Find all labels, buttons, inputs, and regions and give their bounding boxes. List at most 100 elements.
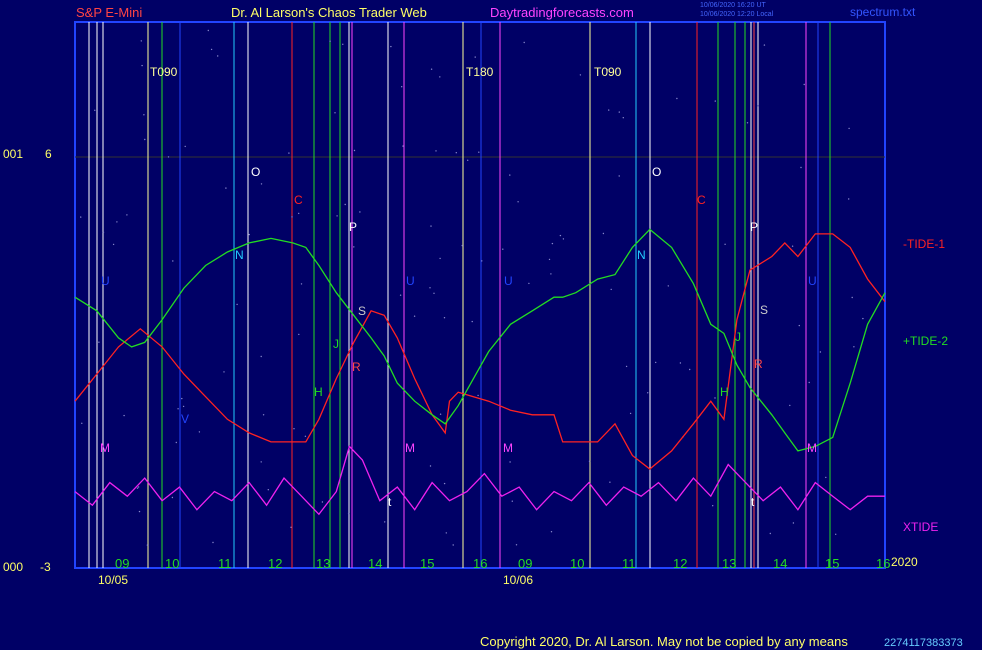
series-line-xtide — [74, 445, 885, 516]
background-dot — [862, 317, 864, 320]
background-dot — [347, 513, 350, 515]
x-hour-label: 15 — [825, 556, 840, 571]
background-dot — [792, 522, 795, 524]
background-dot — [439, 257, 441, 260]
background-dot — [528, 282, 530, 285]
background-dot — [248, 233, 250, 236]
background-dot — [181, 397, 183, 400]
background-dot — [390, 45, 392, 48]
background-dot — [629, 412, 632, 415]
x-hour-label: 12 — [673, 556, 688, 571]
time-stamp-ut: 10/06/2020 16:20 UT — [700, 2, 766, 9]
background-dot — [429, 287, 431, 289]
series-line-tide-1 — [74, 233, 886, 470]
background-dot — [146, 544, 149, 546]
planet-letter-13: M — [405, 441, 415, 455]
background-dot — [551, 242, 554, 245]
background-dot — [550, 531, 553, 533]
background-dot — [724, 243, 726, 245]
x-date-label-1: 10/05 — [98, 573, 129, 587]
background-dot — [439, 413, 442, 415]
background-dot — [550, 273, 552, 275]
background-dot — [137, 486, 140, 488]
planet-letter-11: t — [388, 495, 392, 509]
background-dot — [288, 152, 290, 154]
background-dot — [791, 245, 794, 247]
background-dot — [112, 243, 115, 246]
background-dot — [399, 294, 402, 296]
background-dot — [461, 244, 463, 247]
background-dot — [413, 315, 416, 317]
background-dot — [825, 476, 827, 479]
background-dot — [138, 510, 141, 513]
background-dot — [430, 225, 432, 227]
background-dot — [474, 56, 476, 58]
background-dot — [471, 320, 473, 323]
background-dot — [757, 105, 759, 107]
background-dot — [579, 74, 582, 76]
background-dot — [353, 149, 356, 152]
plot-frame — [74, 21, 886, 569]
background-dot — [517, 201, 519, 203]
year-label: 2020 — [891, 555, 918, 569]
background-dot — [714, 397, 716, 399]
background-dot — [477, 394, 479, 397]
x-hour-label: 14 — [368, 556, 383, 571]
background-dot — [300, 283, 303, 285]
x-hour-label: 16 — [473, 556, 488, 571]
background-dot — [167, 156, 170, 158]
x-hour-label: 16 — [876, 556, 891, 571]
site-link[interactable]: Daytradingforecasts.com — [490, 5, 634, 20]
background-dot — [746, 122, 749, 124]
background-dot — [625, 365, 628, 368]
background-dot — [298, 333, 300, 336]
background-dot — [602, 232, 605, 235]
background-dot — [353, 246, 355, 248]
background-dot — [610, 288, 612, 291]
background-dot — [511, 500, 513, 502]
background-dot — [478, 151, 480, 153]
x-hour-label: 14 — [773, 556, 788, 571]
planet-letter-4: O — [251, 165, 260, 179]
background-dot — [712, 505, 714, 507]
background-dot — [223, 371, 225, 373]
planet-letter-19: H — [720, 385, 729, 399]
marker-label-t180: T180 — [466, 65, 494, 79]
x-hour-label: 09 — [518, 556, 533, 571]
background-dot — [851, 296, 853, 299]
background-dot — [143, 114, 145, 116]
background-dot — [667, 285, 669, 287]
background-dot — [225, 187, 227, 189]
background-dot — [548, 258, 551, 261]
background-dot — [144, 138, 146, 141]
background-dot — [141, 64, 143, 67]
x-hour-label: 13 — [316, 556, 331, 571]
background-dot — [562, 238, 565, 240]
copyright-text: Copyright 2020, Dr. Al Larson. May not b… — [480, 634, 848, 649]
planet-letter-22: S — [760, 303, 768, 317]
background-dot — [445, 532, 447, 534]
footer-stamp: 2274117383373 — [884, 637, 963, 649]
background-dot — [210, 48, 213, 51]
marker-label-t090-1: T090 — [150, 65, 178, 79]
planet-letter-16: N — [637, 248, 646, 262]
planet-letter-23: R — [754, 357, 763, 371]
planet-letter-15: U — [504, 274, 513, 288]
planet-letter-12: U — [406, 274, 415, 288]
background-dot — [140, 40, 142, 42]
background-dot — [455, 152, 457, 154]
x-hour-label: 15 — [420, 556, 435, 571]
time-stamp-local: 10/06/2020 12:20 Local — [700, 11, 774, 18]
symbol-label: S&P E-Mini — [76, 5, 143, 20]
background-dot — [116, 221, 118, 223]
planet-letter-3: N — [235, 248, 244, 262]
background-dot — [329, 40, 331, 42]
marker-label-t090-2: T090 — [594, 65, 622, 79]
planet-letter-2: M — [100, 441, 110, 455]
background-dot — [260, 355, 262, 358]
background-dot — [262, 414, 265, 416]
background-dot — [647, 392, 649, 394]
background-dot — [800, 166, 802, 169]
x-hour-label: 11 — [218, 556, 232, 571]
planet-letter-14: M — [503, 441, 513, 455]
